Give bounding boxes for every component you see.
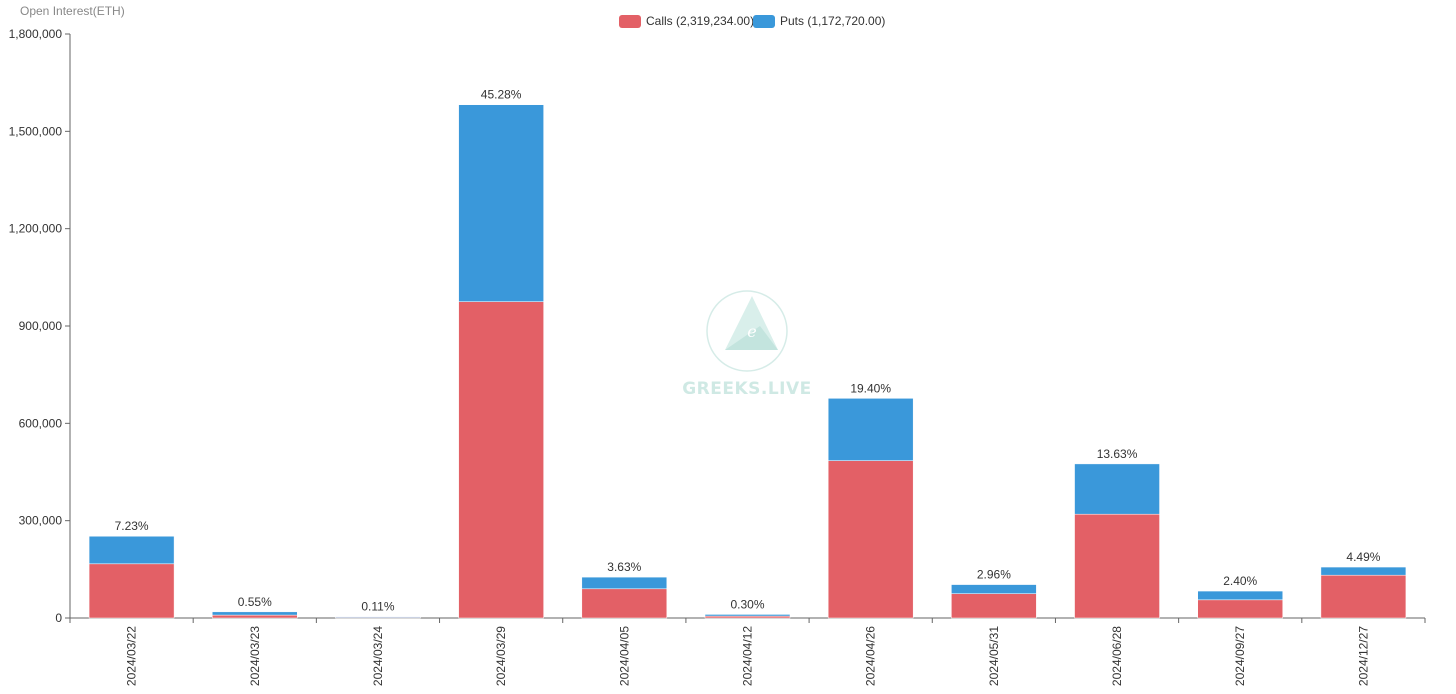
y-tick-label: 600,000	[19, 416, 63, 430]
x-tick-label: 2024/06/28	[1110, 626, 1124, 686]
bar-puts[interactable]	[704, 614, 791, 617]
y-tick-label: 1,500,000	[9, 124, 63, 138]
bar-calls[interactable]	[88, 563, 175, 619]
bar-percent-label: 3.63%	[607, 560, 641, 574]
bar-puts[interactable]	[1074, 463, 1160, 515]
x-axis: 2024/03/22 2024/03/23 2024/03/24 2024/03/29…	[69, 617, 1426, 686]
bar-group[interactable]: 0.55%	[212, 595, 298, 619]
legend[interactable]: Calls (2,319,234.00) Puts (1,172,720.00)	[619, 14, 885, 28]
bar-group[interactable]: 19.40%	[827, 381, 914, 619]
bar-group[interactable]: 0.11%	[335, 600, 421, 619]
x-tick-label: 2024/04/05	[617, 626, 631, 686]
x-tick-label: 2024/12/27	[1356, 626, 1370, 686]
bar-calls[interactable]	[1197, 599, 1283, 619]
bar-puts[interactable]	[827, 398, 914, 461]
y-axis: 0 300,000 600,000 900,000 1,200,000 1,500,000…	[9, 27, 71, 625]
bar-percent-label: 2.40%	[1223, 574, 1257, 588]
bar-puts[interactable]	[335, 616, 421, 618]
bar-percent-label: 13.63%	[1097, 447, 1138, 461]
bar-puts[interactable]	[1197, 590, 1283, 601]
y-tick-label: 0	[55, 611, 62, 625]
y-axis-label: Open Interest(ETH)	[20, 4, 125, 18]
legend-item-calls[interactable]: Calls (2,319,234.00)	[619, 14, 754, 28]
y-tick-label: 1,200,000	[9, 222, 63, 236]
bar-group[interactable]: 13.63%	[1074, 447, 1160, 619]
bar-percent-label: 0.30%	[730, 597, 764, 611]
legend-swatch	[753, 15, 775, 28]
bar-puts[interactable]	[212, 611, 298, 616]
y-tick-label: 1,800,000	[9, 27, 63, 41]
bar-group[interactable]: 4.49%	[1320, 550, 1407, 619]
bar-calls[interactable]	[951, 593, 1037, 619]
x-tick-label: 2024/03/24	[371, 626, 385, 686]
bar-group[interactable]: 45.28%	[458, 88, 544, 619]
bar-calls[interactable]	[1320, 574, 1407, 619]
bar-calls[interactable]	[827, 460, 914, 619]
bar-group[interactable]: 2.96%	[951, 568, 1037, 619]
x-tick-label: 2024/05/31	[987, 626, 1001, 686]
legend-swatch	[619, 15, 641, 28]
bar-group[interactable]: 2.40%	[1197, 574, 1283, 619]
x-tick-label: 2024/03/23	[248, 626, 262, 686]
greeks-live-watermark: e GREEKS.LIVE	[682, 290, 812, 399]
y-tick-label: 300,000	[19, 514, 63, 528]
x-tick-label: 2024/04/26	[864, 626, 878, 686]
bar-group[interactable]: 0.30%	[704, 597, 791, 619]
bar-percent-label: 4.49%	[1346, 550, 1380, 564]
bar-percent-label: 7.23%	[115, 519, 149, 533]
bar-calls[interactable]	[1074, 513, 1160, 619]
bar-calls[interactable]	[212, 614, 298, 619]
x-tick-label: 2024/03/22	[125, 626, 139, 686]
bar-percent-label: 2.96%	[977, 568, 1011, 582]
x-tick-label: 2024/03/29	[494, 626, 508, 686]
bar-puts[interactable]	[458, 104, 544, 302]
bar-calls[interactable]	[704, 615, 791, 619]
bar-percent-label: 0.55%	[238, 595, 272, 609]
bar-puts[interactable]	[951, 584, 1037, 594]
bar-calls[interactable]	[581, 588, 668, 619]
bar-percent-label: 0.11%	[361, 600, 394, 614]
bar-percent-label: 19.40%	[850, 381, 891, 395]
legend-label: Puts (1,172,720.00)	[780, 14, 885, 28]
bar-puts[interactable]	[1320, 566, 1407, 576]
legend-label: Calls (2,319,234.00)	[646, 14, 754, 28]
y-tick-label: 900,000	[19, 319, 63, 333]
x-tick-label: 2024/04/12	[741, 626, 755, 686]
bar-puts[interactable]	[88, 535, 175, 565]
bar-calls[interactable]	[458, 301, 544, 619]
bar-percent-label: 45.28%	[481, 88, 522, 102]
bars: 7.23% 0.55% 0.11% 45.28% 3.63% 0.30% 19.40% 2.9…	[88, 88, 1407, 619]
legend-item-puts[interactable]: Puts (1,172,720.00)	[753, 14, 885, 28]
svg-text:e: e	[747, 322, 756, 341]
watermark-text: GREEKS.LIVE	[682, 379, 812, 399]
x-tick-label: 2024/09/27	[1233, 626, 1247, 686]
bar-group[interactable]: 3.63%	[581, 560, 668, 619]
bar-puts[interactable]	[581, 576, 668, 590]
bar-group[interactable]: 7.23%	[88, 519, 175, 619]
